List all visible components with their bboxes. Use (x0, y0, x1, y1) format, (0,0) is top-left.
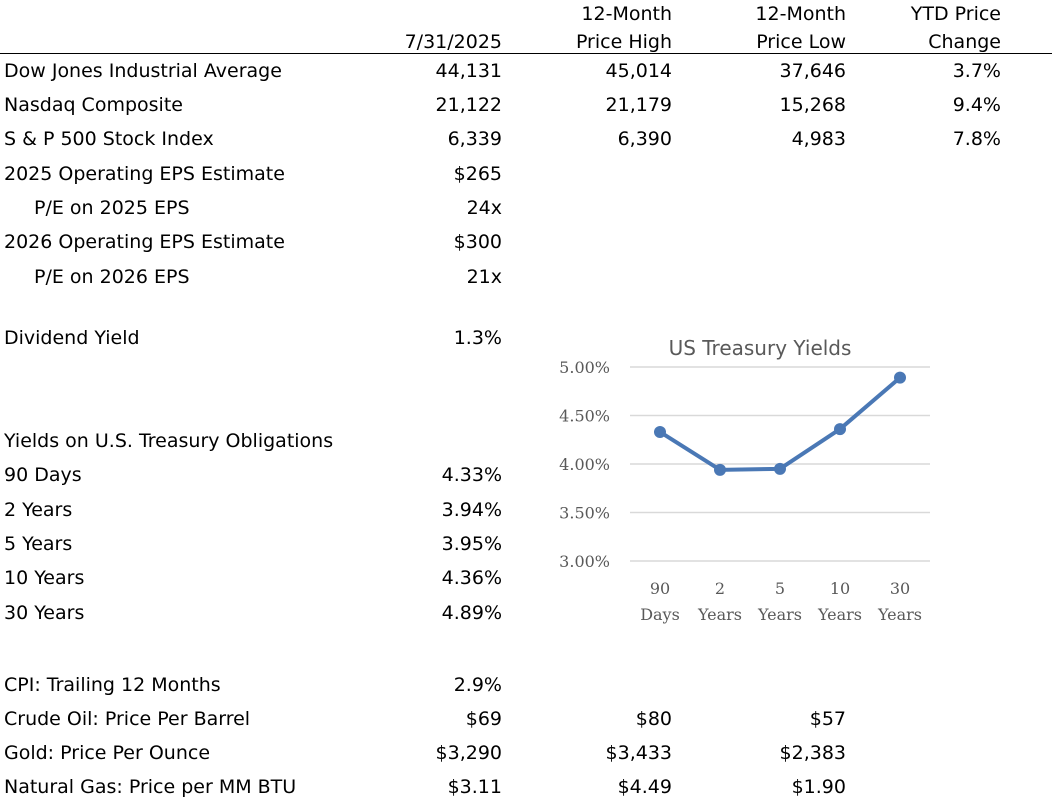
y-tick-label: 4.50% (559, 407, 610, 426)
x-tick-label: Days (640, 605, 680, 624)
index-high-dow: 45,014 (605, 60, 672, 82)
x-tick-label: 90 (650, 579, 670, 598)
natgas-high: $4.49 (617, 776, 672, 798)
eps-value-2025: $265 (453, 163, 502, 185)
index-label-sp500: S & P 500 Stock Index (4, 128, 214, 150)
index-value-nasdaq: 21,122 (435, 94, 502, 116)
natgas-low: $1.90 (791, 776, 846, 798)
crude-value: $69 (465, 708, 502, 730)
treasury-yield-chart: US Treasury Yields 3.00% 3.50% 4.00% 4.50% 5… (559, 336, 930, 624)
gold-high: $3,433 (605, 742, 672, 764)
treasury-label-90d: 90 Days (4, 464, 82, 486)
gold-low: $2,383 (779, 742, 846, 764)
pe-value-2025: 24x (466, 197, 502, 219)
pe-value-2026: 21x (466, 266, 502, 288)
treasury-value-30y: 4.89% (441, 602, 502, 624)
pe-label-2026: P/E on 2026 EPS (34, 266, 190, 288)
index-ytd-dow: 3.7% (952, 60, 1001, 82)
x-tick-label: 30 (890, 579, 910, 598)
x-tick-label: Years (697, 605, 742, 624)
treasury-label-10y: 10 Years (4, 567, 85, 589)
gold-label: Gold: Price Per Ounce (4, 742, 211, 764)
gold-value: $3,290 (435, 742, 502, 764)
y-tick-label: 4.00% (559, 455, 610, 474)
treasury-value-90d: 4.33% (441, 464, 502, 486)
dividend-label: Dividend Yield (4, 327, 140, 349)
data-point (834, 423, 846, 436)
x-tick-label: Years (877, 605, 922, 624)
x-tick-label: Years (817, 605, 862, 624)
crude-label: Crude Oil: Price Per Barrel (4, 708, 251, 730)
series-line (658, 375, 902, 472)
index-value-dow: 44,131 (435, 60, 502, 82)
index-ytd-sp500: 7.8% (952, 128, 1001, 150)
header-high-line2: Price High (575, 31, 672, 53)
treasury-value-5y: 3.95% (441, 533, 502, 555)
index-low-dow: 37,646 (779, 60, 846, 82)
treasury-value-10y: 4.36% (441, 567, 502, 589)
x-tick-label: 2 (715, 579, 725, 598)
cpi-value: 2.9% (453, 674, 502, 696)
eps-label-2026: 2026 Operating EPS Estimate (4, 231, 285, 253)
x-tick-label: 10 (830, 579, 850, 598)
header-low-line1: 12-Month (755, 3, 846, 25)
eps-value-2026: $300 (453, 231, 502, 253)
x-tick-label: 5 (775, 579, 785, 598)
header-ytd-line2: Change (928, 31, 1001, 53)
y-tick-label: 5.00% (559, 358, 610, 377)
header-low-line2: Price Low (756, 31, 846, 53)
header-high-line1: 12-Month (581, 3, 672, 25)
treasury-label-30y: 30 Years (4, 602, 85, 624)
header-ytd-line1: YTD Price (910, 3, 1001, 25)
crude-high: $80 (635, 708, 672, 730)
index-high-nasdaq: 21,179 (605, 94, 672, 116)
x-tick-label: Years (757, 605, 802, 624)
index-low-nasdaq: 15,268 (779, 94, 846, 116)
dividend-value: 1.3% (453, 327, 502, 349)
y-tick-label: 3.00% (559, 552, 610, 571)
treasury-label-2y: 2 Years (4, 499, 73, 521)
header-date: 7/31/2025 (404, 31, 502, 53)
index-high-sp500: 6,390 (617, 128, 672, 150)
index-label-dow: Dow Jones Industrial Average (4, 60, 282, 82)
natgas-label: Natural Gas: Price per MM BTU (4, 776, 297, 798)
natgas-value: $3.11 (447, 776, 502, 798)
index-label-nasdaq: Nasdaq Composite (4, 94, 183, 116)
eps-label-2025: 2025 Operating EPS Estimate (4, 163, 285, 185)
treasury-heading: Yields on U.S. Treasury Obligations (4, 430, 334, 452)
data-point (774, 462, 786, 475)
pe-label-2025: P/E on 2025 EPS (34, 197, 190, 219)
treasury-label-5y: 5 Years (4, 533, 73, 555)
data-point (714, 463, 726, 476)
index-low-sp500: 4,983 (791, 128, 846, 150)
chart-title: US Treasury Yields (669, 336, 852, 360)
crude-low: $57 (809, 708, 846, 730)
treasury-value-2y: 3.94% (441, 499, 502, 521)
index-value-sp500: 6,339 (447, 128, 502, 150)
data-point (654, 425, 666, 438)
index-ytd-nasdaq: 9.4% (952, 94, 1001, 116)
data-point (894, 371, 906, 384)
cpi-label: CPI: Trailing 12 Months (4, 674, 221, 696)
y-tick-label: 3.50% (559, 504, 610, 523)
header-rule (0, 53, 1052, 54)
